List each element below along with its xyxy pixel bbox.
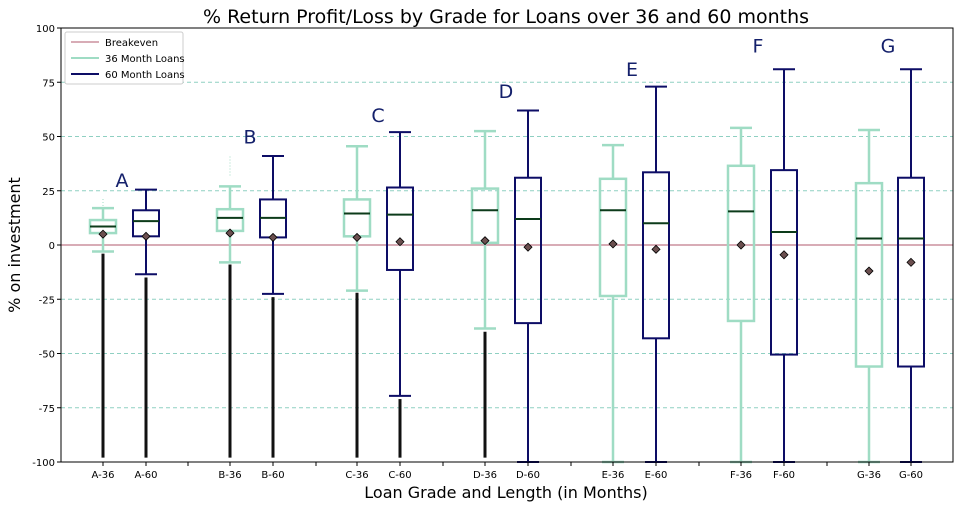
mean-marker	[651, 244, 661, 254]
x-tick-label: G-60	[899, 470, 923, 481]
plot-area: A B C D E F G	[61, 35, 953, 464]
x-tick-label: F-36	[730, 470, 752, 481]
y-tick-label: 75	[42, 78, 55, 89]
y-tick-label: 25	[42, 187, 55, 198]
mean-marker	[352, 232, 362, 242]
axes: 100 75 50 25 0 -25 -50 -75 -100 A-36 A-60 B-36 B-60 C…	[32, 24, 954, 481]
y-axis-label: % on investment	[5, 177, 24, 313]
grade-label: A	[116, 170, 129, 192]
y-tick-label: 100	[36, 24, 55, 35]
y-tick-label: -75	[39, 404, 55, 415]
legend: Breakeven 36 Month Loans 60 Month Loans	[64, 31, 185, 85]
x-axis-label: Loan Grade and Length (in Months)	[364, 483, 647, 502]
mean-marker	[225, 228, 235, 238]
mean-marker	[141, 231, 151, 241]
mean-marker	[395, 237, 405, 247]
x-tick-label: A-36	[92, 470, 115, 481]
box-iqr	[514, 176, 542, 325]
mean-marker	[864, 266, 874, 276]
y-tick-label: -25	[39, 295, 55, 306]
legend-label-m60: 60 Month Loans	[105, 70, 185, 81]
grade-label: E	[626, 59, 638, 81]
x-tick-label: D-36	[473, 470, 497, 481]
x-tick-label: C-60	[388, 470, 411, 481]
mean-marker	[98, 229, 108, 239]
x-tick-label: F-60	[773, 470, 795, 481]
x-tick-label: B-60	[261, 470, 284, 481]
chart-title: % Return Profit/Loss by Grade for Loans …	[203, 6, 809, 28]
x-tick-label: B-36	[218, 470, 241, 481]
x-tick-label: G-36	[857, 470, 881, 481]
box-iqr	[642, 171, 670, 340]
legend-box	[64, 31, 184, 85]
y-tick-label: 50	[42, 133, 55, 144]
mean-marker	[480, 236, 490, 246]
y-tick-label: 0	[49, 241, 55, 252]
y-tick-label: -100	[32, 458, 55, 469]
box-iqr	[342, 198, 372, 238]
box-iqr	[854, 181, 884, 368]
legend-label-m36: 36 Month Loans	[105, 54, 185, 65]
y-tick-label: -50	[39, 350, 55, 361]
grade-label: C	[371, 105, 384, 127]
mean-marker	[268, 232, 278, 242]
mean-marker	[736, 240, 746, 250]
box-iqr	[770, 169, 798, 356]
box-iqr	[897, 176, 925, 368]
grade-label: B	[243, 127, 256, 149]
mean-marker	[523, 242, 533, 252]
plot-frame	[60, 27, 954, 463]
x-tick-label: E-36	[602, 470, 625, 481]
x-tick-label: A-60	[135, 470, 158, 481]
box-iqr	[386, 186, 414, 271]
legend-label-breakeven: Breakeven	[105, 38, 158, 49]
x-tick-label: E-60	[645, 470, 668, 481]
mean-marker	[779, 250, 789, 260]
box-iqr	[215, 207, 245, 233]
x-tick-label: D-60	[516, 470, 540, 481]
mean-marker	[906, 257, 916, 267]
x-tick-label: C-36	[345, 470, 368, 481]
box-iqr	[598, 177, 628, 298]
grade-label: D	[499, 81, 514, 103]
mean-marker	[608, 239, 618, 249]
box-iqr	[470, 187, 500, 245]
grade-label: F	[753, 35, 764, 57]
box-iqr	[726, 164, 756, 323]
grade-label: G	[881, 35, 896, 57]
